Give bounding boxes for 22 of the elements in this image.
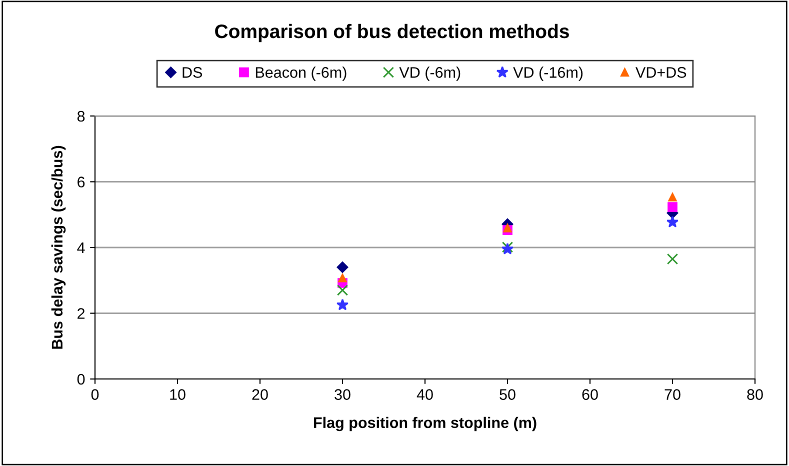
- x-tick-label: 40: [416, 389, 433, 400]
- x-tick-label: 30: [334, 389, 350, 400]
- legend-label: VD (-6m): [399, 66, 460, 81]
- legend-label: VD (-16m): [513, 66, 583, 81]
- legend-label: VD+DS: [636, 67, 686, 78]
- x-tick-label: 20: [252, 389, 268, 400]
- x-axis-title: Flag position from stopline (m): [314, 416, 536, 432]
- y-tick-label: 8: [77, 110, 85, 122]
- legend-label: Beacon (-6m): [256, 66, 346, 81]
- y-tick-label: 2: [78, 308, 85, 319]
- y-tick-label: 6: [78, 176, 85, 188]
- x-tick-label: 70: [664, 389, 680, 400]
- x-tick-label: 0: [91, 389, 99, 400]
- x-tick-label: 50: [500, 389, 516, 400]
- chart-title: Comparison of bus detection methods: [215, 24, 569, 42]
- x-tick-label: 80: [747, 389, 763, 400]
- y-tick-label: 0: [77, 374, 85, 385]
- legend-label: DS: [182, 67, 202, 78]
- x-tick-label: 10: [170, 389, 186, 400]
- y-axis-title: Bus delay savings (sec/bus): [51, 146, 66, 349]
- x-tick-label: 60: [582, 389, 598, 400]
- y-tick-label: 4: [77, 242, 85, 254]
